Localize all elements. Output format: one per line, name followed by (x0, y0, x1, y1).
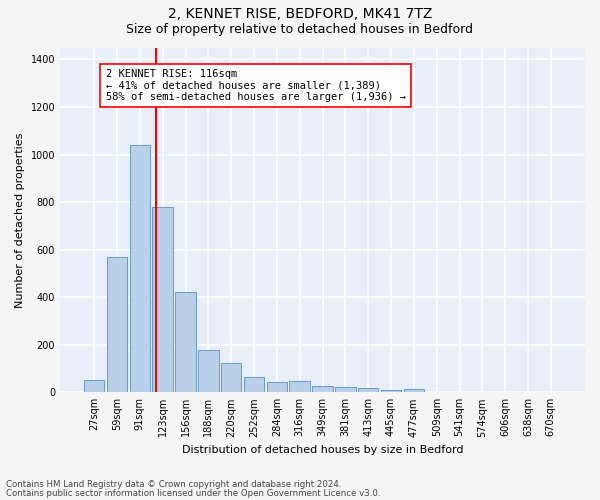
Bar (266, 382, 287, 392)
Bar (152, 207, 173, 392)
Bar (289, 381, 310, 392)
Bar (175, 292, 196, 392)
Bar (84, 380, 104, 392)
Bar (312, 386, 333, 392)
Bar (221, 362, 241, 392)
Bar (404, 390, 424, 392)
Bar (335, 387, 356, 392)
Text: Contains HM Land Registry data © Crown copyright and database right 2024.: Contains HM Land Registry data © Crown c… (6, 480, 341, 489)
Text: 2, KENNET RISE, BEDFORD, MK41 7TZ: 2, KENNET RISE, BEDFORD, MK41 7TZ (168, 8, 432, 22)
Text: Contains public sector information licensed under the Open Government Licence v3: Contains public sector information licen… (6, 488, 380, 498)
Bar (130, 145, 150, 392)
Bar (358, 388, 379, 392)
Bar (107, 257, 127, 392)
Y-axis label: Number of detached properties: Number of detached properties (15, 132, 25, 308)
Text: 2 KENNET RISE: 116sqm
← 41% of detached houses are smaller (1,389)
58% of semi-d: 2 KENNET RISE: 116sqm ← 41% of detached … (106, 69, 406, 102)
Bar (381, 390, 401, 392)
Bar (198, 350, 218, 393)
X-axis label: Distribution of detached houses by size in Bedford: Distribution of detached houses by size … (182, 445, 463, 455)
Text: Size of property relative to detached houses in Bedford: Size of property relative to detached ho… (127, 22, 473, 36)
Bar (244, 377, 264, 392)
